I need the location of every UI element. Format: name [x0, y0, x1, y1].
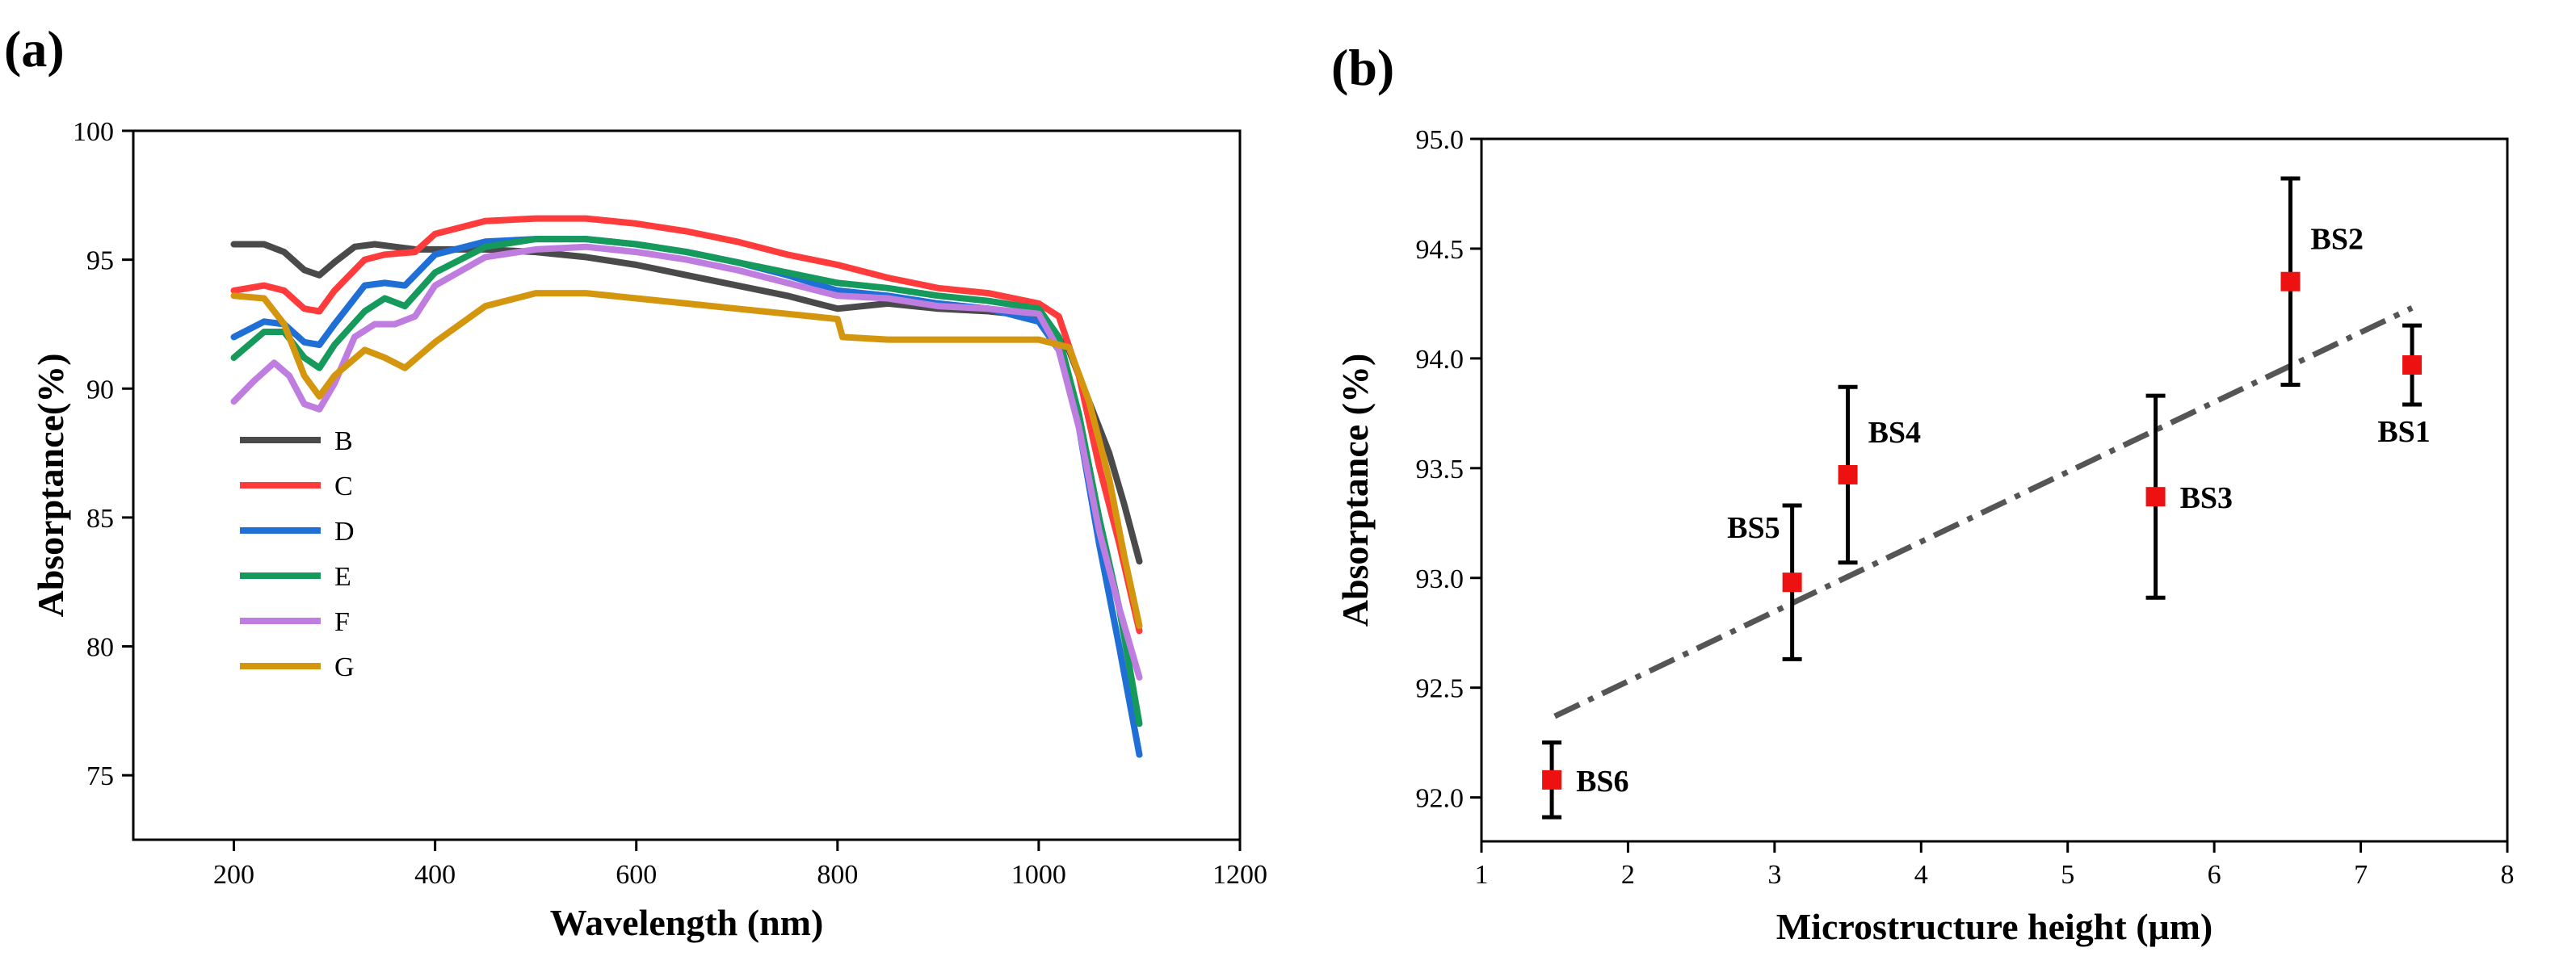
chart-a-y-tick-label: 75: [86, 761, 114, 791]
chart-b-point-BS1: [2402, 355, 2423, 375]
chart-b-y-tick-label: 95.0: [1416, 125, 1464, 155]
chart-b-x-tick-label: 8: [2501, 860, 2515, 890]
chart-b-point-label-BS4: BS4: [1868, 416, 1921, 450]
chart-a-ticks: 200 400 600 800 1000 1200 75 80 85 90 95 100: [73, 117, 1267, 890]
chart-b-ticks: 1 2 3 4 5 6 7 8 92.0 92.5 93.0 93.5 94.0 94.5 95.0: [1416, 125, 2515, 890]
chart-b-y-tick-label: 93.0: [1416, 564, 1464, 594]
chart-a-series-B: [230, 241, 1143, 565]
chart-b-x-axis-title: Microstructure height (μm): [1776, 906, 2213, 947]
chart-b-point-label-BS5: BS5: [1727, 511, 1780, 545]
chart-b-x-tick-label: 3: [1767, 860, 1781, 890]
chart-b-x-tick-label: 1: [1475, 860, 1489, 890]
panel-label-a: (a): [4, 20, 65, 78]
chart-b-point-BS4: [1838, 464, 1858, 484]
chart-a-legend-label-B: B: [334, 426, 353, 456]
chart-a-x-tick-label: 1200: [1212, 860, 1267, 890]
chart-a-series-G: [230, 290, 1143, 629]
chart-b-x-tick-label: 4: [1914, 860, 1928, 890]
chart-a-x-tick-label: 800: [817, 860, 858, 890]
chart-b-point-BS5: [1782, 572, 1802, 593]
chart-b-x-tick-label: 7: [2354, 860, 2368, 890]
chart-a-legend-label-E: E: [334, 562, 351, 592]
chart-a-series-D: [230, 236, 1143, 758]
chart-b-fit-group: [1553, 305, 2414, 719]
chart-b-height-absorptance: 1 2 3 4 5 6 7 8 92.0 92.5 93.0 93.5 94.0 94.5 95.0 BS1…: [1334, 125, 2515, 947]
chart-a-y-tick-label: 95: [86, 246, 114, 276]
chart-a-series-C: [230, 215, 1143, 635]
chart-b-x-tick-label: 6: [2208, 860, 2221, 890]
chart-b-y-tick-label: 94.0: [1416, 345, 1464, 375]
chart-b-point-label-BS2: BS2: [2310, 223, 2363, 257]
chart-b-plot-frame: [1480, 137, 2509, 843]
chart-a-series-F: [230, 243, 1143, 681]
chart-a-legend-label-C: C: [334, 472, 353, 501]
panel-label-b: (b): [1331, 39, 1394, 96]
chart-a-series-group: [230, 215, 1143, 758]
chart-b-y-tick-label: 92.5: [1416, 674, 1464, 704]
chart-b-y-tick-label: 93.5: [1416, 455, 1464, 484]
chart-a-plot-frame: [132, 129, 1242, 841]
chart-b-x-tick-label: 2: [1621, 860, 1635, 890]
chart-a-y-tick-label: 90: [86, 375, 114, 405]
chart-b-y-axis-title: Absorptance (%): [1334, 354, 1376, 627]
chart-a-x-axis-title: Wavelength (nm): [550, 902, 824, 943]
chart-a-legend-label-D: D: [334, 517, 355, 547]
chart-a-x-tick-label: 1000: [1011, 860, 1066, 890]
chart-a-y-axis-title: Absorptance(%): [30, 353, 71, 617]
chart-b-point-BS2: [2280, 271, 2301, 291]
chart-b-points-group: BS1 BS2 BS3 BS4 BS5 BS6: [1542, 176, 2431, 820]
chart-b-point-BS3: [2145, 487, 2166, 507]
chart-a-legend-label-F: F: [334, 607, 350, 637]
chart-a-series-E: [230, 236, 1143, 728]
chart-a-x-tick-label: 400: [414, 860, 456, 890]
chart-a-y-tick-label: 100: [73, 117, 114, 147]
chart-b-point-label-BS3: BS3: [2180, 481, 2233, 515]
chart-a-y-tick-label: 85: [86, 504, 114, 534]
chart-b-point-label-BS1: BS1: [2377, 415, 2430, 449]
chart-b-x-tick-label: 5: [2061, 860, 2074, 890]
chart-b-y-tick-label: 92.0: [1416, 784, 1464, 814]
chart-a-legend-label-G: G: [334, 652, 355, 682]
chart-b-fit-line: [1553, 305, 2414, 719]
chart-a-y-tick-label: 80: [86, 633, 114, 663]
chart-a-x-tick-label: 200: [213, 860, 254, 890]
chart-b-y-tick-label: 94.5: [1416, 235, 1464, 265]
chart-a-wavelength-absorptance: 200 400 600 800 1000 1200 75 80 85 90 95 100 BCDEFG…: [30, 117, 1267, 943]
chart-b-point-BS6: [1542, 769, 1562, 790]
chart-a-x-tick-label: 600: [616, 860, 657, 890]
chart-b-point-label-BS6: BS6: [1576, 765, 1628, 799]
